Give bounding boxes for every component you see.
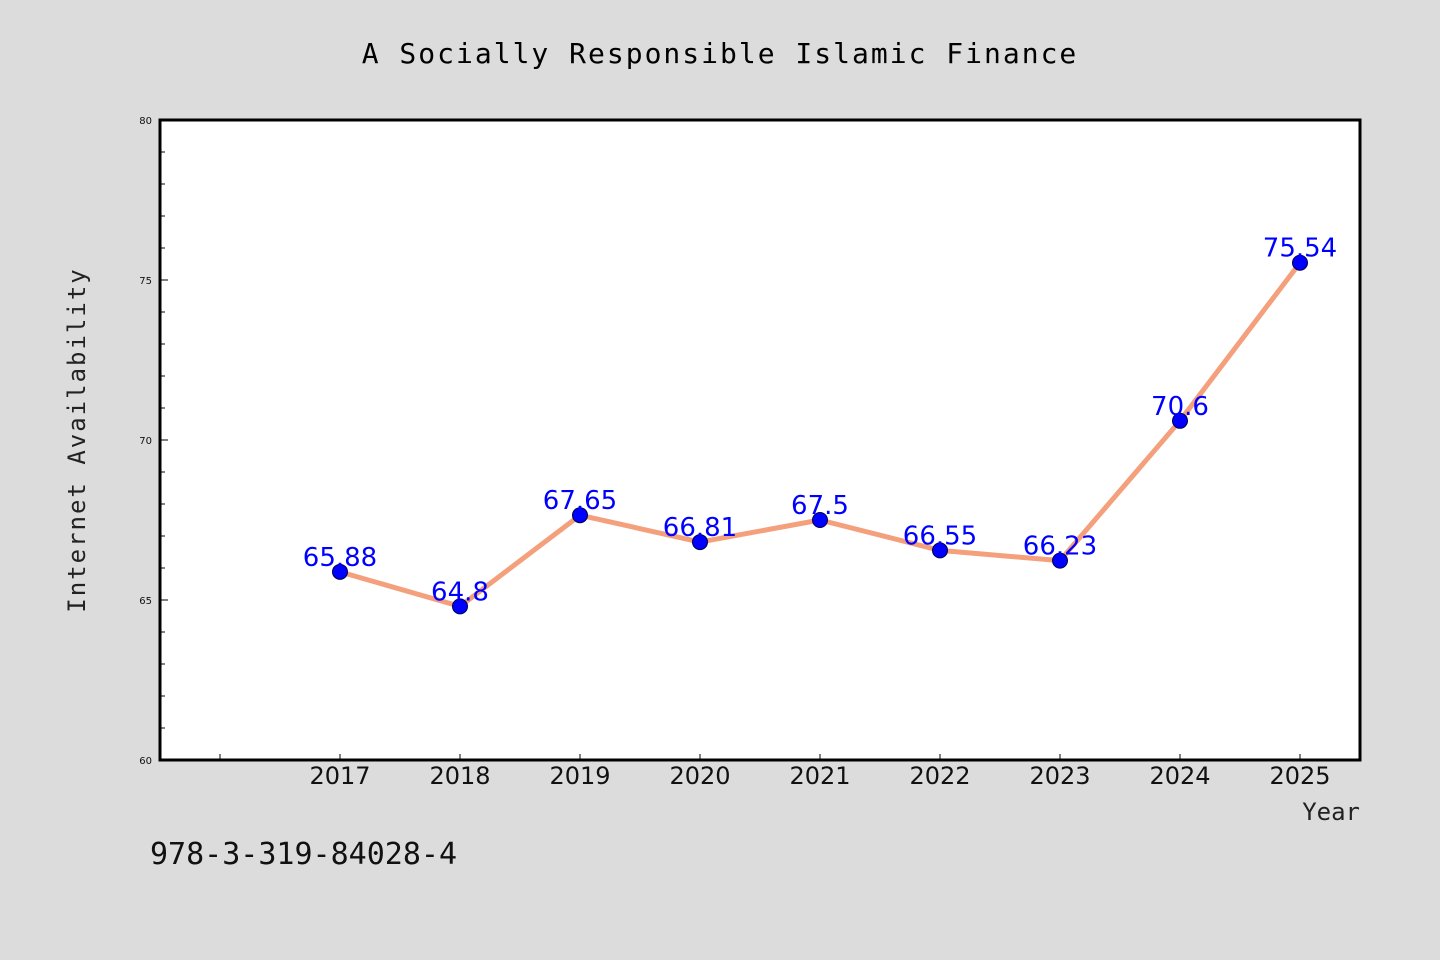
x-tick-label: 2019 [549,762,610,790]
data-label: 66.23 [1023,532,1097,562]
plot-area [160,120,1360,760]
data-label: 65.88 [303,543,377,573]
data-label: 67.65 [543,486,617,516]
data-labels: 65.88 64.8 67.65 66.81 67.5 66.55 66.23 70.6 75.… [303,234,1337,608]
chart-title: A Socially Responsible Islamic Finance [362,37,1079,70]
x-tick-label: 2021 [789,762,850,790]
data-point [452,598,468,615]
x-tick-label: 2017 [309,762,370,790]
data-point [932,542,948,559]
x-tick-label: 2023 [1029,762,1090,790]
data-label: 70.6 [1151,392,1209,422]
y-tick-label: 80 [139,116,152,127]
x-tick-label: 2022 [909,762,970,790]
x-tick-label: 2020 [669,762,730,790]
y-tick-label: 65 [139,596,152,607]
data-label: 64.8 [431,577,489,607]
plot-frame [158,118,1362,762]
data-label: 67.5 [791,491,849,521]
x-tick-label: 2024 [1149,762,1210,790]
data-point [572,507,588,524]
y-tick-label: 60 [139,756,152,767]
data-point [1172,412,1188,429]
data-label: 66.55 [903,521,977,551]
x-tick-label: 2025 [1269,762,1330,790]
data-label: 66.81 [663,513,737,543]
data-point [1292,254,1308,271]
data-label: 75.54 [1263,234,1337,264]
y-axis-label: Internet Availability [63,267,91,612]
data-point [692,534,708,551]
isbn-footnote: 978-3-319-84028-4 [150,837,457,872]
x-axis-label: Year [1302,798,1360,826]
y-tick-label: 70 [139,436,152,447]
data-point [332,563,348,580]
x-tick-label: 2018 [429,762,490,790]
x-axis-ticks: 2017 2018 2019 2020 2021 2022 2023 2024 2025 [219,754,1331,790]
data-point [812,512,828,528]
data-point [1052,552,1068,569]
y-tick-label: 75 [139,276,152,287]
data-markers [332,254,1308,615]
